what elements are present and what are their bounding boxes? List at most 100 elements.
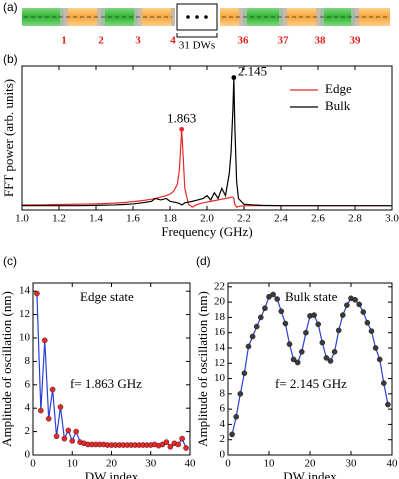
- y-tick-label: 2: [220, 433, 226, 445]
- series-line: [22, 77, 392, 207]
- marker: [368, 328, 375, 334]
- marker: [245, 343, 252, 350]
- panel-label: (b): [3, 52, 18, 66]
- dw-label: 2: [98, 35, 104, 47]
- y-tick-label: 10: [214, 372, 226, 384]
- marker: [38, 407, 44, 414]
- domain-wall: [171, 8, 175, 26]
- panel-label: (a): [3, 0, 18, 14]
- x-tick-label: 20: [106, 458, 118, 470]
- brace: [176, 33, 218, 38]
- x-tick-label: 3.0: [385, 213, 399, 225]
- y-tick-label: 20: [214, 296, 226, 308]
- y-tick-label: 10: [19, 332, 31, 344]
- x-tick-label: 1.0: [15, 213, 29, 225]
- marker: [303, 329, 309, 336]
- schematic: 1 2 3 4 31 DWs 36 37 38 39: [22, 3, 390, 52]
- dw-label: 36: [238, 35, 250, 47]
- x-axis-label: Frequency (GHz): [161, 224, 252, 239]
- marker: [179, 435, 185, 442]
- x-tick-label: 1.8: [163, 213, 177, 225]
- legend-label: Bulk: [325, 98, 351, 113]
- series-line: [22, 129, 392, 208]
- y-tick-label: 0: [25, 449, 31, 461]
- marker: [49, 386, 56, 393]
- domain-wall: [60, 8, 68, 26]
- marker: [274, 296, 281, 302]
- marker: [69, 438, 76, 444]
- y-tick-label: 8: [25, 355, 31, 367]
- x-tick-label: 1.6: [126, 213, 140, 225]
- y-tick-label: 4: [220, 418, 226, 430]
- x-tick-label: 1.4: [89, 213, 103, 225]
- x-tick-label: 2.2: [237, 213, 251, 225]
- annotation: f= 1.863 GHz: [70, 376, 142, 391]
- marker: [262, 305, 268, 312]
- marker: [335, 327, 342, 334]
- y-axis-label: Amplitude of oscillation (nm): [195, 291, 210, 447]
- x-tick-label: 1.2: [52, 213, 66, 225]
- legend-label: Edge: [325, 81, 352, 96]
- marker: [311, 312, 317, 318]
- marker: [360, 309, 367, 315]
- dot: [186, 15, 190, 19]
- peak-label: 2.145: [238, 64, 267, 79]
- y-tick-label: 2: [25, 425, 31, 437]
- x-tick-label: 2.6: [311, 213, 325, 225]
- annotation: f= 2.145 GHz: [275, 376, 347, 391]
- marker: [65, 427, 72, 434]
- y-tick-label: 12: [19, 308, 30, 320]
- domain: [101, 8, 138, 26]
- marker: [183, 445, 189, 451]
- dot: [195, 15, 199, 19]
- domain: [243, 8, 283, 26]
- marker: [376, 356, 383, 363]
- marker: [290, 356, 297, 363]
- marker: [356, 301, 363, 308]
- marker: [41, 337, 48, 344]
- x-tick-label: 2.8: [348, 213, 362, 225]
- domain-wall: [279, 8, 287, 26]
- y-tick-label: 4: [25, 402, 31, 414]
- marker: [270, 291, 276, 298]
- domain: [138, 8, 175, 26]
- marker: [352, 297, 358, 303]
- marker: [278, 308, 285, 315]
- domain: [22, 8, 64, 26]
- dot: [204, 15, 208, 19]
- x-tick-label: 30: [145, 458, 157, 470]
- x-tick-label: 0: [30, 458, 36, 470]
- y-tick-label: 12: [214, 357, 225, 369]
- marker: [233, 413, 239, 420]
- dw-label: 38: [315, 35, 327, 47]
- annotation: Bulk state: [285, 289, 338, 304]
- marker: [315, 321, 322, 328]
- marker: [294, 359, 301, 366]
- x-axis-label: DW index: [85, 469, 139, 479]
- y-tick-label: 14: [214, 342, 226, 354]
- marker: [53, 433, 60, 440]
- marker: [61, 435, 68, 442]
- y-tick-label: 8: [220, 387, 226, 399]
- marker: [34, 290, 40, 297]
- marker: [253, 323, 260, 330]
- y-tick-label: 6: [25, 378, 31, 390]
- x-tick-label: 2.0: [200, 213, 214, 225]
- marker: [327, 358, 334, 364]
- marker: [331, 348, 338, 355]
- marker: [298, 348, 305, 355]
- plot-frame: [21, 65, 393, 211]
- marker: [57, 404, 64, 410]
- plot-frame: [32, 282, 191, 456]
- marker: [344, 302, 350, 308]
- marker: [286, 341, 293, 347]
- x-tick-label: 10: [264, 458, 276, 470]
- x-tick-label: 40: [387, 458, 399, 470]
- plot-frame: [227, 282, 393, 456]
- marker: [73, 428, 79, 435]
- marker: [323, 355, 330, 361]
- y-tick-label: 6: [220, 403, 226, 415]
- marker: [249, 333, 256, 340]
- marker: [364, 319, 371, 326]
